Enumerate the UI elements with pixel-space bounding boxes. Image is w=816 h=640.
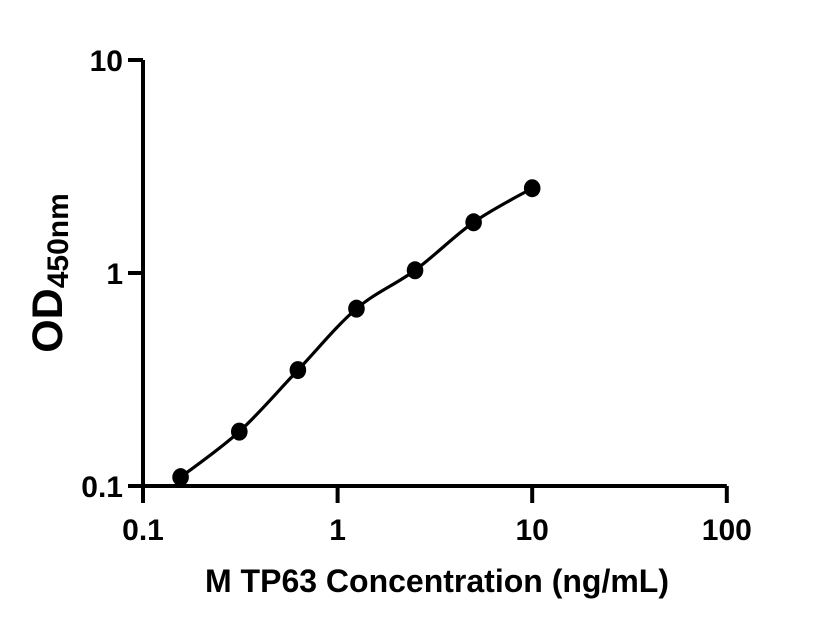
y-axis-title-subscript: 450nm <box>42 193 75 288</box>
y-axis-title-main: OD <box>24 288 72 353</box>
x-tick-label: 100 <box>702 514 752 547</box>
y-tick-label: 10 <box>90 45 123 78</box>
x-tick-label: 1 <box>329 514 346 547</box>
data-point-marker <box>465 213 482 232</box>
x-tick-label: 10 <box>516 514 549 547</box>
data-point-marker <box>406 261 424 280</box>
data-point-marker <box>230 422 248 441</box>
x-axis-title: M TP63 Concentration (ng/mL) <box>205 563 669 599</box>
y-axis-title: OD450nm <box>24 193 75 353</box>
x-tick-label: 0.1 <box>122 514 164 547</box>
data-point-marker <box>172 468 189 487</box>
data-point-marker <box>289 361 307 380</box>
data-point-marker <box>348 299 365 318</box>
axes <box>128 58 729 503</box>
y-tick-label: 1 <box>106 258 123 291</box>
tick-labels: 10 1 0.1 0.1 1 10 100 <box>81 45 752 547</box>
y-tick-label: 0.1 <box>81 471 123 504</box>
data-points <box>172 179 541 487</box>
data-point-marker <box>523 179 541 198</box>
